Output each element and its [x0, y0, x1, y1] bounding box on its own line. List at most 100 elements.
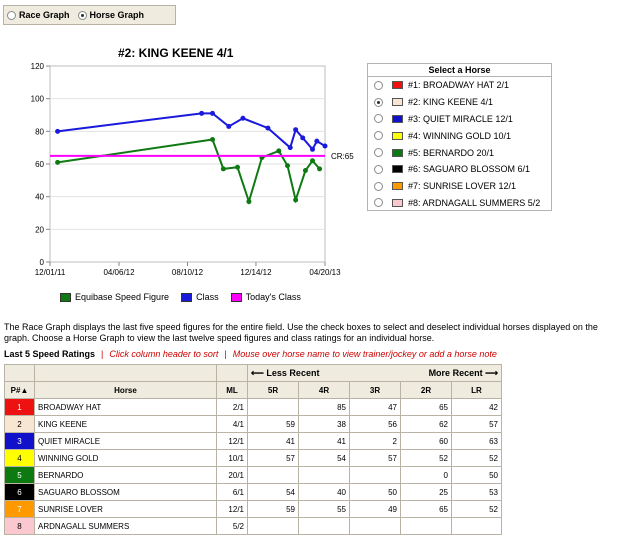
r4-cell [298, 466, 350, 484]
horse-name-cell[interactable]: ARDNAGALL SUMMERS [34, 517, 217, 535]
y-tick-label: 0 [40, 258, 45, 267]
data-point [235, 164, 240, 170]
horse-name-cell[interactable]: SAGUARO BLOSSOM [34, 483, 217, 501]
lr-cell: 53 [451, 483, 502, 501]
blank-cell [216, 364, 248, 382]
select-horse-row[interactable]: #5: BERNARDO 20/1 [368, 144, 551, 161]
horse-graph-label: Horse Graph [89, 10, 145, 20]
select-horse-radio[interactable] [374, 114, 383, 124]
race-graph-option[interactable]: Race Graph [7, 10, 70, 20]
select-horse-row[interactable]: #1: BROADWAY HAT 2/1 [368, 77, 551, 94]
select-horse-row[interactable]: #6: SAGUARO BLOSSOM 6/1 [368, 161, 551, 178]
lr-cell: 42 [451, 398, 502, 416]
horse-graph-option[interactable]: Horse Graph [77, 10, 145, 20]
horse-name-cell[interactable]: QUIET MIRACLE [34, 432, 217, 450]
r3-cell: 57 [349, 449, 401, 467]
r4-cell: 41 [298, 432, 350, 450]
select-horse-row[interactable]: #4: WINNING GOLD 10/1 [368, 127, 551, 144]
select-horse-label: #5: BERNARDO 20/1 [408, 147, 495, 158]
r4-cell: 54 [298, 449, 350, 467]
lr-cell: 50 [451, 466, 502, 484]
col-header-p[interactable]: P#▲ [4, 381, 35, 399]
ml-cell: 6/1 [216, 483, 248, 501]
select-horse-radio[interactable] [374, 80, 383, 90]
horse-graph-radio[interactable] [77, 10, 87, 20]
select-horse-radio[interactable] [374, 181, 383, 191]
recency-header: ⟵ Less Recent More Recent ⟶ [247, 364, 502, 382]
post-cell: 3 [4, 432, 35, 450]
horse-name-cell[interactable]: SUNRISE LOVER [34, 500, 217, 518]
r3-cell [349, 517, 401, 535]
col-header-lr[interactable]: LR [451, 381, 502, 399]
r5-cell: 41 [247, 432, 299, 450]
r2-cell: 65 [400, 398, 452, 416]
race-graph-radio[interactable] [7, 10, 16, 20]
r3-cell: 2 [349, 432, 401, 450]
table-row: 2 KING KEENE 4/1 59 38 56 62 57 [4, 415, 502, 433]
horse-color-swatch [392, 182, 403, 191]
r3-cell: 47 [349, 398, 401, 416]
col-header-p-label: P# [10, 385, 21, 395]
data-point [55, 128, 61, 134]
select-horse-row[interactable]: #8: ARDNAGALL SUMMERS 5/2 [368, 195, 551, 212]
col-header-horse[interactable]: Horse [34, 381, 217, 399]
r5-cell: 54 [247, 483, 299, 501]
ml-cell: 5/2 [216, 517, 248, 535]
horse-name-cell[interactable]: WINNING GOLD [34, 449, 217, 467]
horse-name-cell[interactable]: BROADWAY HAT [34, 398, 217, 416]
arrow-left-icon: ⟵ [251, 367, 264, 378]
select-horse-label: #7: SUNRISE LOVER 12/1 [408, 181, 517, 192]
select-horse-row[interactable]: #7: SUNRISE LOVER 12/1 [368, 178, 551, 195]
horse-name-cell[interactable]: KING KEENE [34, 415, 217, 433]
select-horse-label: #6: SAGUARO BLOSSOM 6/1 [408, 164, 531, 175]
select-horse-row[interactable]: #3: QUIET MIRACLE 12/1 [368, 111, 551, 128]
col-header-5r[interactable]: 5R [247, 381, 299, 399]
post-cell: 5 [4, 466, 35, 484]
post-cell: 6 [4, 483, 35, 501]
ml-cell: 10/1 [216, 449, 248, 467]
select-horse-radio[interactable] [374, 164, 383, 174]
data-point [293, 127, 299, 133]
more-recent-label: More Recent [428, 367, 483, 378]
col-header-3r[interactable]: 3R [349, 381, 401, 399]
data-point [210, 137, 215, 142]
col-header-4r[interactable]: 4R [298, 381, 350, 399]
r2-cell: 62 [400, 415, 452, 433]
table-row: 6 SAGUARO BLOSSOM 6/1 54 40 50 25 53 [4, 483, 502, 501]
select-horse-radio[interactable] [374, 97, 383, 107]
ratings-separator: | [224, 349, 227, 359]
ml-cell: 12/1 [216, 432, 248, 450]
horse-color-swatch [392, 165, 403, 174]
horse-color-swatch [392, 131, 403, 140]
select-horse-radio[interactable] [374, 131, 383, 141]
data-point [220, 166, 226, 172]
select-horse-label: #4: WINNING GOLD 10/1 [408, 130, 512, 141]
ratings-header: Last 5 Speed Ratings | Click column head… [4, 349, 503, 359]
post-cell: 7 [4, 500, 35, 518]
r4-cell: 85 [298, 398, 350, 416]
select-horse-label: #8: ARDNAGALL SUMMERS 5/2 [408, 197, 541, 208]
r2-cell: 65 [400, 500, 452, 518]
select-horse-radio[interactable] [374, 198, 383, 208]
r2-cell: 25 [400, 483, 452, 501]
select-horse-title: Select a Horse [368, 64, 551, 77]
horse-name-cell[interactable]: BERNARDO [34, 466, 217, 484]
horse-color-swatch [392, 148, 403, 157]
select-horse-row[interactable]: #2: KING KEENE 4/1 [368, 94, 551, 111]
speed-ratings-table: ⟵ Less Recent More Recent ⟶ P#▲ Horse ML… [4, 364, 502, 535]
col-header-ml[interactable]: ML [216, 381, 248, 399]
y-tick-label: 20 [35, 225, 44, 234]
col-header-2r[interactable]: 2R [400, 381, 452, 399]
cr-label: CR:65 [331, 152, 354, 161]
select-horse-radio[interactable] [374, 148, 383, 158]
data-point [317, 166, 323, 172]
sort-hint: Click column header to sort [109, 349, 219, 359]
data-point [285, 163, 290, 169]
y-tick-label: 60 [35, 160, 44, 169]
table-row: 5 BERNARDO 20/1 0 50 [4, 466, 502, 484]
select-horse-label: #3: QUIET MIRACLE 12/1 [408, 113, 513, 124]
legend-swatch [60, 292, 71, 302]
x-tick-label: 12/14/12 [240, 268, 272, 277]
y-tick-label: 100 [31, 95, 45, 104]
lr-cell: 63 [451, 432, 502, 450]
